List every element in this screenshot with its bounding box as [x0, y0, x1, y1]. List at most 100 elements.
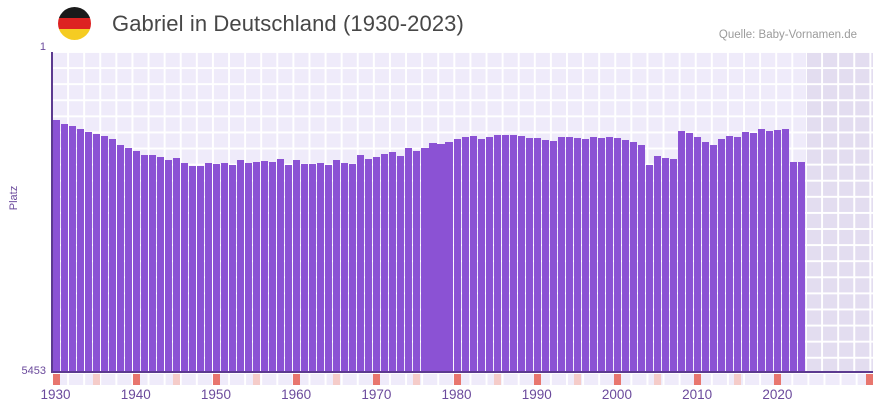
bar[interactable] [613, 138, 621, 372]
bar[interactable] [317, 163, 325, 372]
bar[interactable] [485, 137, 493, 372]
bar[interactable] [244, 163, 253, 372]
bar[interactable] [164, 160, 172, 372]
bar[interactable] [670, 159, 678, 372]
bar[interactable] [710, 145, 718, 372]
bar[interactable] [253, 162, 261, 372]
bar[interactable] [662, 158, 670, 372]
bar[interactable] [116, 145, 124, 372]
bar[interactable] [702, 142, 710, 372]
bar[interactable] [196, 166, 204, 372]
bar[interactable] [758, 129, 766, 372]
bar[interactable] [76, 129, 84, 372]
bar[interactable] [269, 162, 277, 372]
x-tick-major [293, 374, 301, 385]
bar[interactable] [293, 160, 301, 372]
bar[interactable] [597, 138, 605, 372]
bar[interactable] [726, 136, 734, 372]
y-axis-title: Platz [8, 185, 20, 211]
bar[interactable] [220, 163, 228, 372]
bar[interactable] [790, 162, 798, 372]
bar[interactable] [517, 136, 525, 372]
bar[interactable] [309, 164, 317, 372]
x-axis-line [51, 371, 873, 373]
bar[interactable] [469, 136, 477, 372]
bar[interactable] [277, 159, 285, 372]
bar[interactable] [453, 139, 461, 372]
x-tick-major [373, 374, 381, 385]
bar[interactable] [437, 144, 445, 372]
bar[interactable] [172, 158, 180, 372]
bar[interactable] [413, 151, 421, 372]
bar[interactable] [349, 164, 357, 372]
bar[interactable] [573, 138, 581, 372]
bar[interactable] [541, 140, 549, 372]
bar[interactable] [509, 135, 517, 372]
bar[interactable] [132, 151, 140, 372]
bar[interactable] [236, 160, 245, 372]
bar[interactable] [381, 154, 389, 372]
bar[interactable] [100, 136, 108, 372]
bar[interactable] [557, 137, 565, 372]
bar[interactable] [140, 155, 148, 372]
bar[interactable] [421, 148, 429, 372]
bar[interactable] [742, 132, 750, 372]
bar[interactable] [84, 132, 92, 372]
bar[interactable] [774, 130, 782, 372]
bar[interactable] [637, 145, 646, 372]
bar[interactable] [261, 161, 269, 372]
bar[interactable] [429, 143, 437, 372]
bar[interactable] [549, 141, 557, 372]
bar[interactable] [621, 140, 629, 372]
bar[interactable] [405, 148, 413, 372]
bar[interactable] [798, 162, 806, 372]
bar[interactable] [124, 148, 132, 372]
bar[interactable] [581, 139, 589, 372]
bar[interactable] [750, 133, 758, 372]
bar[interactable] [52, 120, 60, 372]
bar[interactable] [565, 137, 573, 372]
bar[interactable] [686, 133, 694, 372]
x-tick-label: 1950 [200, 387, 231, 402]
bar[interactable] [678, 131, 686, 372]
bar[interactable] [645, 165, 654, 372]
bar[interactable] [108, 139, 116, 372]
bar[interactable] [285, 165, 293, 372]
bar[interactable] [493, 135, 501, 372]
bar[interactable] [397, 156, 405, 372]
bar[interactable] [533, 138, 541, 372]
bar[interactable] [461, 137, 469, 372]
bar[interactable] [445, 142, 453, 372]
bar[interactable] [212, 164, 220, 372]
bar[interactable] [477, 139, 485, 372]
x-tick-label: 1930 [40, 387, 71, 402]
bar[interactable] [525, 138, 533, 372]
bar[interactable] [92, 134, 100, 372]
bar[interactable] [373, 157, 381, 372]
bar[interactable] [60, 124, 68, 372]
bar[interactable] [605, 137, 613, 372]
bar[interactable] [301, 164, 309, 372]
bar[interactable] [718, 139, 726, 372]
bar[interactable] [341, 163, 349, 372]
bar[interactable] [325, 165, 333, 372]
bar[interactable] [734, 137, 742, 372]
bar[interactable] [228, 165, 237, 372]
bar[interactable] [389, 152, 397, 372]
bar[interactable] [629, 142, 638, 372]
bar[interactable] [357, 155, 365, 372]
bar[interactable] [365, 159, 373, 372]
bar[interactable] [148, 155, 156, 372]
bar[interactable] [782, 129, 790, 372]
bar[interactable] [156, 157, 164, 372]
bar[interactable] [766, 131, 774, 372]
bar[interactable] [589, 137, 597, 372]
bar[interactable] [68, 126, 76, 372]
bar[interactable] [204, 163, 212, 372]
bar[interactable] [333, 160, 341, 372]
bar[interactable] [654, 156, 662, 372]
bar[interactable] [188, 166, 196, 372]
bar[interactable] [694, 137, 702, 372]
bar[interactable] [180, 163, 188, 372]
bar[interactable] [501, 135, 509, 372]
